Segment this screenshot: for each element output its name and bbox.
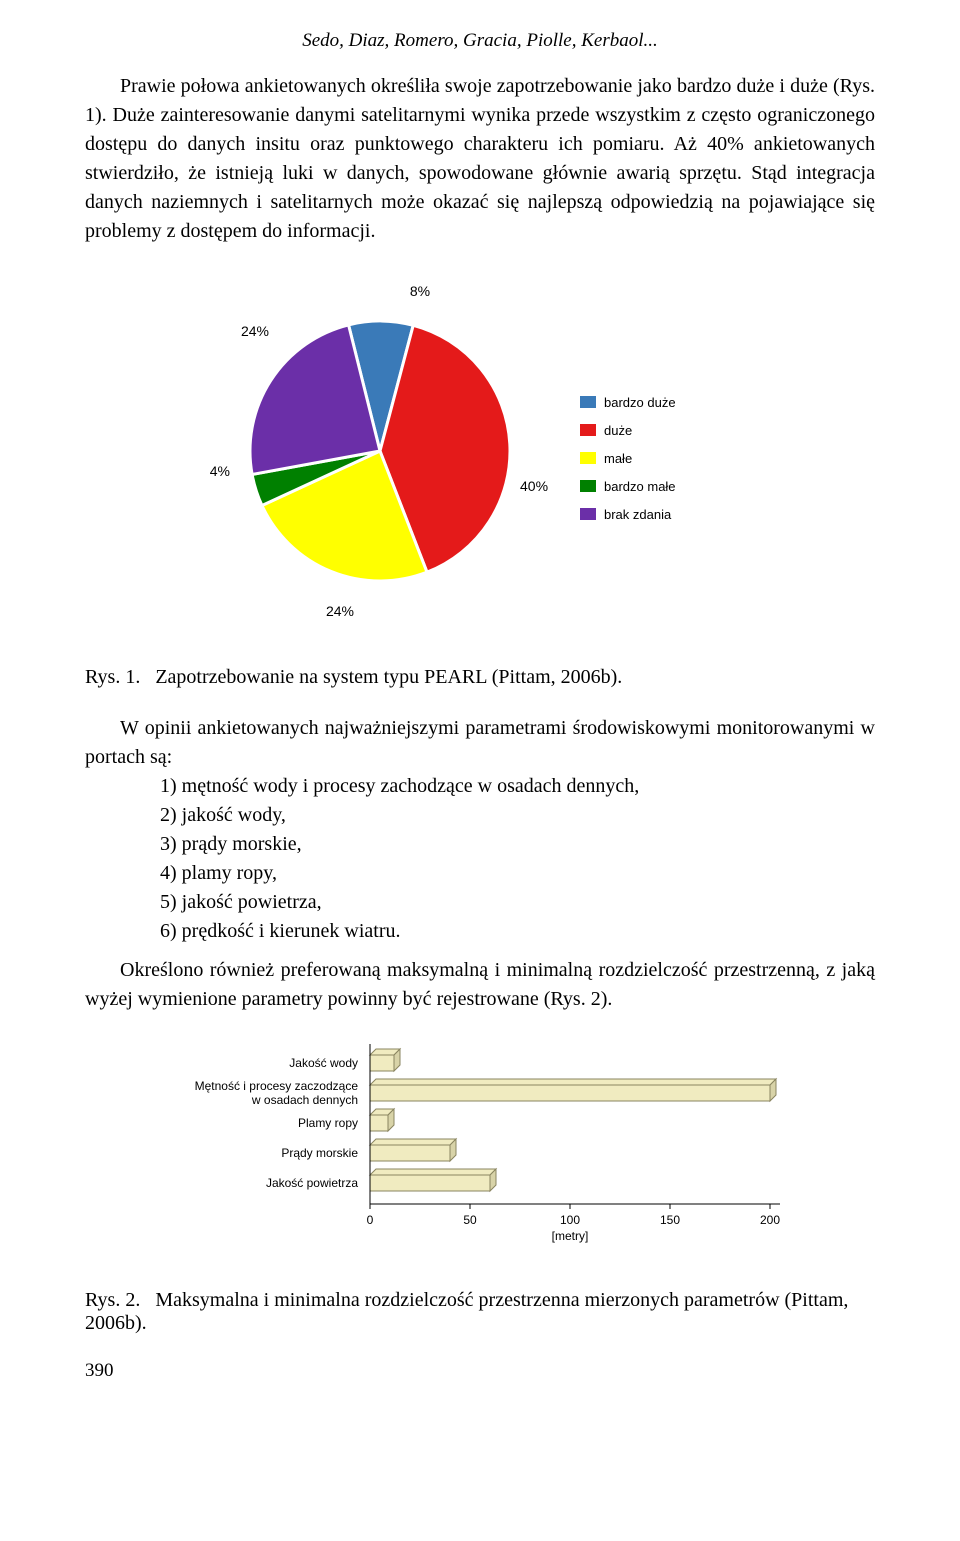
bar-category-label: w osadach dennych [251, 1093, 358, 1107]
list-item: 6) prędkość i kierunek wiatru. [85, 917, 875, 946]
figure-2-text: Maksymalna i minimalna rozdzielczość prz… [85, 1289, 848, 1334]
paragraph-1: Prawie połowa ankietowanych określiła sw… [85, 72, 875, 246]
x-tick-label: 150 [660, 1213, 680, 1227]
x-tick-label: 50 [463, 1213, 477, 1227]
paragraph-2: Określono również preferowaną maksymalną… [85, 956, 875, 1014]
figure-2-label: Rys. 2. [85, 1289, 140, 1311]
legend-label: bardzo małe [604, 479, 676, 494]
pie-label: 24% [326, 603, 354, 619]
legend-label: brak zdania [604, 507, 672, 522]
figure-1-text: Zapotrzebowanie na system typu PEARL (Pi… [155, 666, 622, 688]
bar-top [370, 1139, 456, 1145]
bar-chart: Jakość wody Mętność i procesy zaczodzącew… [140, 1039, 820, 1269]
figure-2-caption: Rys. 2. Maksymalna i minimalna rozdzielc… [85, 1289, 875, 1335]
bar-category-label: Jakość wody [289, 1056, 358, 1070]
pie-label: 4% [210, 463, 230, 479]
bar-top [370, 1169, 496, 1175]
legend-swatch [580, 424, 596, 436]
x-tick-label: 0 [367, 1213, 374, 1227]
bar-category-label: Jakość powietrza [266, 1176, 358, 1190]
pie-label: 40% [520, 478, 548, 494]
list-item: 4) plamy ropy, [85, 859, 875, 888]
x-axis-label: [metry] [552, 1229, 589, 1243]
author-header: Sedo, Diaz, Romero, Gracia, Piolle, Kerb… [85, 30, 875, 52]
pie-chart-container: 8% 40% 24% 4% 24% bardzo duże duże małe bardzo m… [85, 276, 875, 646]
x-tick-label: 100 [560, 1213, 580, 1227]
page-number: 390 [85, 1360, 875, 1382]
parameter-list: W opinii ankietowanych najważniejszymi p… [85, 714, 875, 946]
list-item: 3) prądy morskie, [85, 830, 875, 859]
figure-1-label: Rys. 1. [85, 666, 140, 688]
legend-swatch [580, 508, 596, 520]
bar-top [370, 1079, 776, 1085]
list-item: 5) jakość powietrza, [85, 888, 875, 917]
list-item: 2) jakość wody, [85, 801, 875, 830]
bar-category-label: Plamy ropy [298, 1116, 358, 1130]
pie-label: 8% [410, 283, 430, 299]
bar [370, 1055, 394, 1071]
bar-category-label: Mętność i procesy zaczodzące [195, 1079, 359, 1093]
legend-swatch [580, 480, 596, 492]
x-tick-label: 200 [760, 1213, 780, 1227]
legend-label: duże [604, 423, 632, 438]
pie-chart: 8% 40% 24% 4% 24% bardzo duże duże małe bardzo m… [200, 276, 760, 646]
bar [370, 1085, 770, 1101]
bar [370, 1175, 490, 1191]
bar-category-label: Prądy morskie [281, 1146, 358, 1160]
legend-label: małe [604, 451, 632, 466]
figure-1-caption: Rys. 1. Zapotrzebowanie na system typu P… [85, 666, 875, 689]
bar [370, 1115, 388, 1131]
list-item: 1) mętność wody i procesy zachodzące w o… [85, 772, 875, 801]
list-intro: W opinii ankietowanych najważniejszymi p… [85, 714, 875, 772]
legend-swatch [580, 396, 596, 408]
legend-label: bardzo duże [604, 395, 676, 410]
pie-label: 24% [241, 323, 269, 339]
bar-chart-container: Jakość wody Mętność i procesy zaczodzącew… [85, 1039, 875, 1269]
legend-swatch [580, 452, 596, 464]
bar [370, 1145, 450, 1161]
